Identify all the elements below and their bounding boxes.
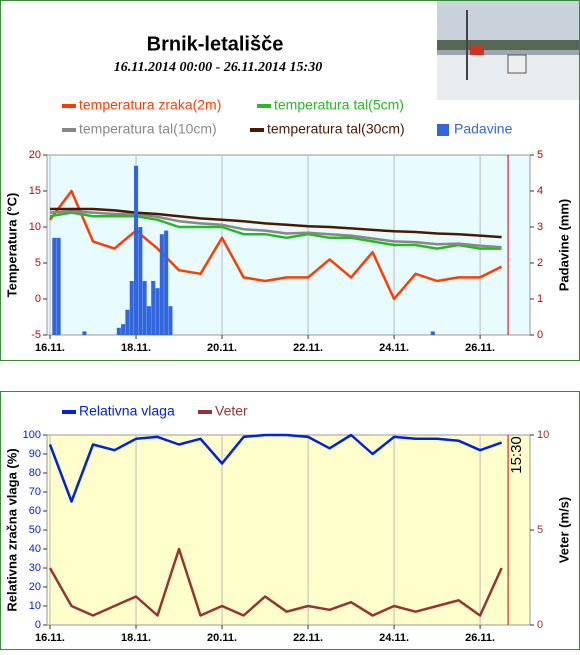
legend-label: Veter	[215, 403, 248, 419]
y2-axis-title: Padavine (mm)	[556, 199, 571, 291]
time-annotation: 15:30	[508, 436, 525, 474]
y-tick-label: 0	[35, 619, 41, 631]
y2-tick-label: 5	[537, 524, 543, 536]
y-tick-label: 50	[29, 524, 41, 536]
y2-tick-label: 10	[537, 429, 549, 441]
legend-label: Padavine	[454, 121, 513, 137]
precip-bar	[116, 327, 121, 335]
precip-bar	[155, 288, 160, 335]
x-tick-label: 18.11.	[121, 342, 151, 354]
y2-tick-label: 4	[537, 185, 543, 197]
precip-bar	[164, 230, 169, 335]
series-line	[48, 433, 503, 503]
y-tick-label: 80	[29, 467, 41, 479]
photo	[437, 1, 579, 100]
series-line	[49, 209, 502, 249]
precip-bar	[430, 331, 435, 335]
y-tick-label: 10	[29, 221, 41, 233]
legend-label: Relativna vlaga	[79, 403, 175, 419]
y-tick-label: 100	[23, 429, 41, 441]
x-tick-label: 22.11.	[293, 342, 323, 354]
precip-bar	[133, 165, 139, 335]
x-tick-label: 24.11.	[379, 632, 409, 644]
y-tick-label: 20	[29, 581, 41, 593]
precip-bar	[151, 281, 156, 335]
precip-bar	[168, 306, 173, 335]
precip-bar	[138, 227, 143, 335]
y-tick-label: 20	[29, 149, 41, 161]
x-tick-label: 20.11.	[207, 632, 237, 644]
y-tick-label: 15	[29, 185, 41, 197]
y2-tick-label: 2	[537, 257, 543, 269]
precip-bar	[52, 237, 57, 335]
x-tick-label: 16.11.	[35, 632, 65, 644]
chart-title: Brnik-letališče	[147, 33, 284, 55]
x-tick-label: 16.11.	[35, 342, 65, 354]
y-tick-label: -5	[31, 329, 41, 341]
x-tick-label: 24.11.	[379, 342, 409, 354]
y-tick-label: 30	[29, 562, 41, 574]
precip-bar	[142, 281, 147, 335]
precip-bar	[56, 237, 61, 335]
plot-area	[46, 434, 531, 626]
y-tick-label: 5	[35, 257, 41, 269]
x-tick-label: 26.11.	[465, 342, 495, 354]
precip-bar	[121, 324, 126, 335]
y2-tick-label: 3	[537, 221, 543, 233]
y-axis-title: Temperatura (°C)	[4, 193, 19, 298]
series-line	[50, 207, 502, 239]
legend-swatch	[437, 124, 449, 136]
x-tick-label: 26.11.	[465, 632, 495, 644]
precip-bar	[146, 306, 151, 335]
y-tick-label: 70	[29, 486, 41, 498]
y2-axis-title: Veter (m/s)	[556, 497, 571, 563]
legend-label: temperatura tal(10cm)	[79, 121, 217, 137]
precip-bar	[159, 234, 164, 335]
series-line	[48, 189, 503, 301]
legend-label: temperatura zraka(2m)	[79, 97, 221, 113]
series-line	[48, 547, 503, 617]
y2-tick-label: 1	[537, 293, 543, 305]
legend-label: temperatura tal(5cm)	[274, 97, 404, 113]
chart-subtitle: 16.11.2014 00:00 - 26.11.2014 15:30	[114, 60, 322, 75]
x-tick-label: 22.11.	[293, 632, 323, 644]
precip-bar	[129, 281, 134, 335]
x-tick-label: 18.11.	[121, 632, 151, 644]
y-tick-label: 10	[29, 600, 41, 612]
y2-tick-label: 0	[537, 619, 543, 631]
y2-tick-label: 0	[537, 329, 543, 341]
y-tick-label: 40	[29, 543, 41, 555]
precip-bar	[82, 331, 87, 335]
y-tick-label: 0	[35, 293, 41, 305]
y-tick-label: 60	[29, 505, 41, 517]
legend-label: temperatura tal(30cm)	[267, 121, 405, 137]
y-axis-title: Relativna zračna vlaga (%)	[4, 448, 19, 611]
x-tick-label: 20.11.	[207, 342, 237, 354]
y2-tick-label: 5	[537, 149, 543, 161]
series-line	[49, 211, 502, 250]
y-tick-label: 90	[29, 448, 41, 460]
precip-bar	[125, 309, 130, 335]
